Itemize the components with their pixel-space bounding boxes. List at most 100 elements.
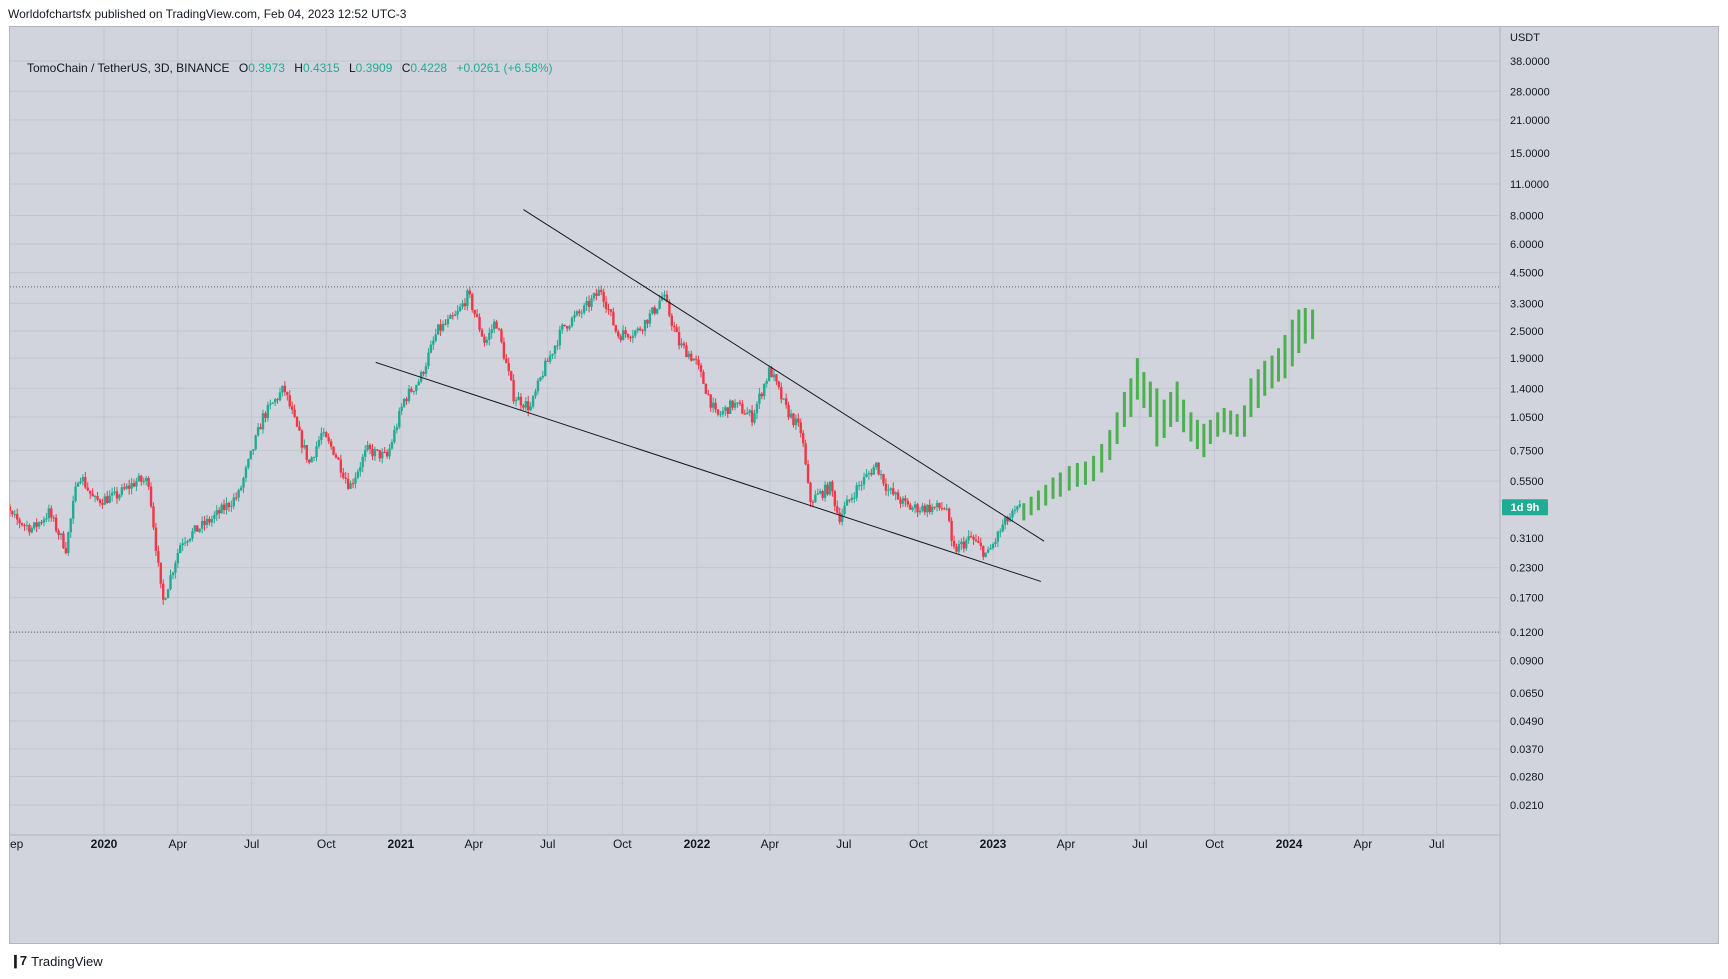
candle-body	[911, 507, 914, 510]
candle-body	[848, 499, 851, 501]
projection-bar	[1108, 430, 1112, 461]
candle-body	[232, 497, 235, 507]
candle-body	[707, 393, 710, 395]
candle-body	[188, 538, 192, 542]
candle-body	[293, 409, 296, 417]
tradingview-logo[interactable]: ❙7 TradingView	[10, 953, 103, 969]
candle-body	[619, 336, 622, 341]
candle-body	[816, 493, 819, 495]
candle-body	[162, 583, 165, 600]
x-tick-label: Jul	[836, 837, 851, 851]
candle-body	[135, 481, 138, 487]
candle-body	[227, 502, 231, 508]
candle-body	[799, 422, 802, 434]
candle-body	[544, 360, 547, 376]
currency-label: USDT	[1510, 32, 1540, 44]
candle-body	[553, 345, 557, 354]
candle-body	[904, 498, 907, 501]
candle-body	[400, 406, 403, 411]
candle-body	[281, 385, 284, 393]
projection-bar	[1175, 381, 1179, 422]
candle-body	[811, 501, 815, 503]
candle-body	[967, 536, 970, 541]
candle-body	[826, 484, 829, 495]
candle-body	[147, 478, 150, 487]
candle-body	[130, 483, 133, 489]
candle-body	[174, 563, 177, 573]
candle-body	[505, 358, 508, 364]
candle-body	[592, 293, 596, 299]
price-chart[interactable]: USDT 38.0000 28.0000 21.0000 15.0000 11.0000 8…	[10, 27, 1720, 945]
y-tick-label: 0.5500	[1510, 476, 1544, 488]
projection-bar	[1044, 484, 1048, 506]
candle-body	[711, 402, 715, 408]
candle-body	[1011, 510, 1014, 518]
x-tick-label: Jul	[540, 837, 555, 851]
candle-body	[378, 449, 381, 459]
candle-body	[429, 344, 433, 353]
candle-body	[495, 321, 498, 329]
candle-body	[943, 508, 946, 510]
candle-body	[305, 445, 308, 460]
candle-body	[334, 454, 338, 458]
candle-body	[186, 541, 189, 543]
projection-bar	[1216, 412, 1220, 437]
candle-body	[677, 332, 681, 346]
y-tick-label: 0.0370	[1510, 744, 1544, 756]
candle-body	[327, 437, 330, 442]
y-tick-label: 0.0900	[1510, 656, 1544, 668]
candle-body	[663, 294, 666, 297]
y-tick-label: 8.0000	[1510, 211, 1544, 223]
candle-body	[979, 542, 983, 547]
candle-body	[750, 410, 754, 423]
candle-body	[962, 541, 965, 549]
candle-body	[840, 513, 844, 522]
candle-body	[556, 345, 559, 347]
x-tick-label: 2020	[91, 837, 118, 851]
candle-body	[502, 341, 506, 359]
candle-body	[225, 502, 228, 510]
candle-body	[383, 451, 386, 453]
candle-body	[845, 499, 849, 506]
candle-body	[969, 536, 973, 538]
candle-body	[519, 396, 523, 406]
chart-frame[interactable]: USDT 38.0000 28.0000 21.0000 15.0000 11.0000 8…	[9, 26, 1720, 945]
candle-body	[806, 464, 810, 483]
candle-body	[390, 442, 394, 449]
candle-body	[765, 380, 768, 384]
projection-bar	[1195, 419, 1199, 450]
x-tick-label: Oct	[1205, 837, 1224, 851]
projection-bar	[1155, 388, 1159, 447]
candle-body	[376, 449, 379, 451]
candle-body	[427, 352, 430, 367]
candle-body	[45, 518, 48, 520]
candle-body	[587, 301, 591, 307]
projection-bar	[1115, 412, 1119, 444]
symbol-legend[interactable]: TomoChain / TetherUS, 3D, BINANCE O0.397…	[27, 61, 553, 75]
candle-body	[220, 504, 223, 514]
candle-body	[16, 514, 19, 520]
candle-body	[580, 312, 583, 314]
candle-body	[991, 543, 995, 549]
candle-body	[809, 482, 812, 502]
candle-body	[823, 484, 827, 498]
candle-body	[870, 473, 873, 475]
candle-body	[743, 413, 746, 415]
projection-bar	[1290, 319, 1294, 367]
candle-body	[889, 488, 892, 491]
low-label: L	[348, 61, 356, 75]
candle-body	[609, 309, 613, 312]
candle-body	[865, 474, 868, 478]
candle-body	[638, 328, 642, 331]
candle-body	[191, 531, 194, 539]
candle-body	[721, 410, 725, 415]
candle-body	[308, 459, 311, 463]
candle-body	[697, 359, 700, 366]
y-tick-label: 4.5000	[1510, 268, 1544, 280]
x-tick-label: Apr	[1057, 837, 1076, 851]
candle-body	[98, 499, 102, 504]
candle-body	[746, 412, 749, 415]
candle-body	[454, 314, 457, 316]
candle-body	[585, 301, 588, 306]
candle-body	[203, 520, 206, 525]
